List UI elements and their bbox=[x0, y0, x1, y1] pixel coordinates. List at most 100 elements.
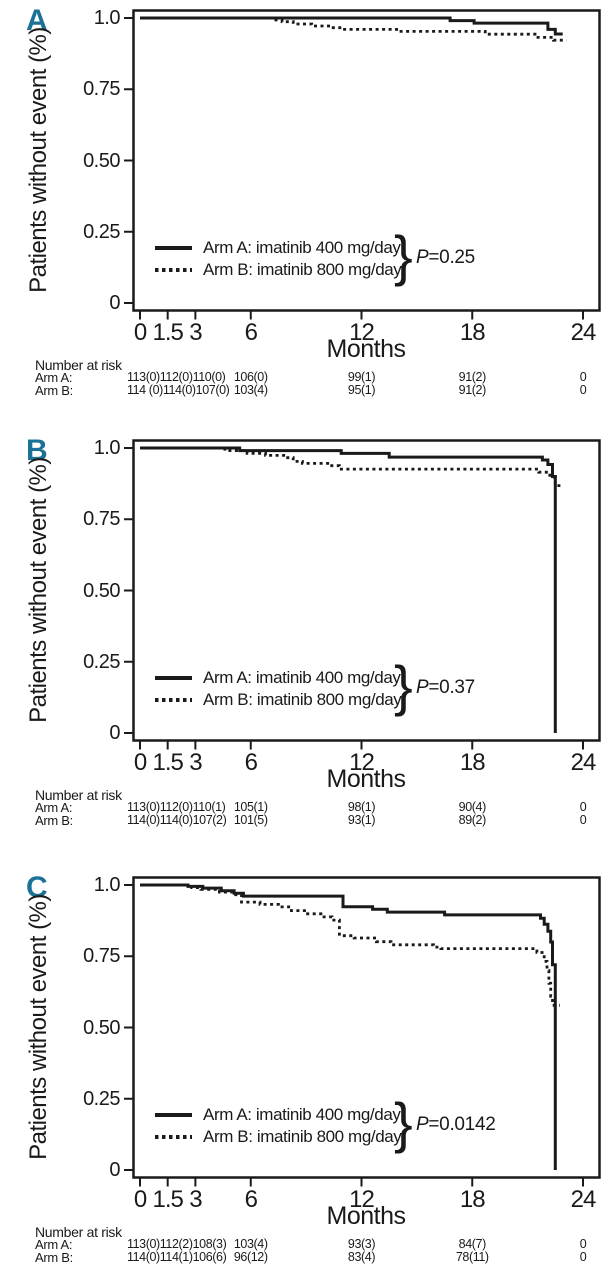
risk-value: 91(2) bbox=[458, 370, 487, 384]
km-curve-arm-b bbox=[140, 16, 567, 42]
risk-value: 93(1) bbox=[347, 813, 376, 827]
km-curve-arm-a bbox=[140, 16, 563, 36]
legend-line-solid-icon bbox=[155, 246, 192, 250]
legend-brace-icon: } bbox=[394, 1091, 413, 1154]
km-curve-arm-b bbox=[140, 446, 563, 487]
km-curve-arm-a bbox=[140, 883, 557, 1170]
plot-frame bbox=[132, 9, 601, 312]
y-tick-label: 0.75 bbox=[83, 945, 120, 968]
x-tick-label: 24 bbox=[570, 319, 597, 346]
risk-value: 93(3) bbox=[347, 1237, 376, 1251]
y-tick-label: 0.50 bbox=[83, 579, 120, 602]
x-tick-label: 0 bbox=[133, 319, 147, 346]
y-tick-label: 0.25 bbox=[83, 220, 120, 243]
p-value: P=0.25 bbox=[416, 247, 475, 268]
risk-value: 101(5) bbox=[233, 813, 268, 827]
risk-row-label: Arm A: bbox=[35, 370, 73, 385]
p-value: P=0.0142 bbox=[416, 1114, 496, 1135]
risk-values-early: 113(0)112(0)110(0) bbox=[127, 370, 226, 384]
risk-value: 89(2) bbox=[458, 813, 487, 827]
x-tick-label: 0 bbox=[133, 1186, 147, 1213]
risk-value: 91(2) bbox=[458, 383, 487, 397]
y-tick-label: 1.0 bbox=[93, 437, 121, 459]
risk-values-early: 114(0)114(1)106(6) bbox=[127, 1250, 227, 1264]
x-tick-label: 12 bbox=[349, 1186, 375, 1213]
km-curve-arm-a bbox=[140, 446, 557, 733]
x-tick-label: 18 bbox=[459, 1186, 486, 1213]
y-tick-label: 1.0 bbox=[93, 7, 121, 29]
x-tick-label: 1.5 bbox=[152, 1186, 184, 1213]
y-tick-label: 0.75 bbox=[83, 78, 120, 101]
x-tick-label: 0 bbox=[133, 749, 147, 776]
legend-row-arm-a: Arm A: imatinib 400 mg/day bbox=[155, 237, 405, 259]
risk-row-label: Arm B: bbox=[35, 813, 73, 828]
x-tick-label: 1.5 bbox=[152, 749, 184, 776]
risk-value: 78(11) bbox=[455, 1250, 489, 1264]
risk-value: 0 bbox=[579, 813, 587, 827]
risk-value: 0 bbox=[579, 1237, 587, 1251]
x-axis-label: Months bbox=[326, 765, 406, 793]
legend: Arm A: imatinib 400 mg/day Arm B: imatin… bbox=[155, 667, 405, 711]
risk-value: 90(4) bbox=[458, 800, 487, 814]
x-tick-label: 18 bbox=[459, 319, 486, 346]
km-curve-arm-b bbox=[140, 883, 560, 1007]
x-tick-label: 6 bbox=[244, 1186, 258, 1213]
legend-label-arm-a: Arm A: imatinib 400 mg/day bbox=[203, 1105, 401, 1124]
x-tick-label: 24 bbox=[570, 749, 597, 776]
legend-line-solid-icon bbox=[155, 676, 192, 680]
risk-value: 98(1) bbox=[347, 800, 376, 814]
panel-b: B Patients without event (%) 1.0 0.75 0.50… bbox=[0, 430, 604, 867]
panel-c: C Patients without event (%) 1.0 0.75 0.50… bbox=[0, 867, 604, 1280]
legend-line-solid-icon bbox=[155, 1113, 192, 1117]
risk-value: 0 bbox=[579, 383, 587, 397]
risk-value: 83(4) bbox=[347, 1250, 376, 1264]
legend-label-arm-a: Arm A: imatinib 400 mg/day bbox=[203, 668, 401, 687]
risk-value: 103(4) bbox=[233, 1237, 268, 1251]
risk-value: 0 bbox=[579, 370, 587, 384]
risk-row-label: Arm A: bbox=[35, 800, 73, 815]
legend: Arm A: imatinib 400 mg/day Arm B: imatin… bbox=[155, 1104, 405, 1148]
panel-a-letter: A bbox=[26, 4, 48, 37]
plot-frame bbox=[132, 439, 601, 742]
legend-label-arm-b: Arm B: imatinib 800 mg/day bbox=[203, 1127, 402, 1146]
x-tick-label: 24 bbox=[570, 1186, 597, 1213]
risk-value: 0 bbox=[579, 800, 587, 814]
panel-b-letter: B bbox=[26, 434, 48, 467]
km-plot-b bbox=[124, 439, 601, 750]
legend-row-arm-a: Arm A: imatinib 400 mg/day bbox=[155, 667, 405, 689]
risk-row-label: Arm A: bbox=[35, 1237, 73, 1252]
plot-frame bbox=[132, 876, 601, 1179]
risk-value: 105(1) bbox=[233, 800, 268, 814]
risk-value: 84(7) bbox=[458, 1237, 487, 1251]
legend-line-dotted-icon bbox=[155, 698, 192, 702]
y-tick-label: 0.25 bbox=[83, 650, 120, 673]
legend-line-dotted-icon bbox=[155, 1135, 192, 1139]
x-tick-label: 1.5 bbox=[152, 319, 184, 346]
risk-values-early: 113(0)112(0)110(1) bbox=[127, 800, 226, 814]
risk-value: 106(0) bbox=[233, 370, 268, 384]
risk-value: 0 bbox=[579, 1250, 587, 1264]
p-value: P=0.37 bbox=[416, 677, 475, 698]
x-tick-label: 3 bbox=[189, 319, 202, 346]
risk-value: 99(1) bbox=[347, 370, 376, 384]
x-tick-label: 18 bbox=[459, 749, 486, 776]
y-tick-label: 0.50 bbox=[83, 149, 120, 172]
risk-values-early: 114 (0)114(0)107(0) bbox=[127, 383, 230, 397]
x-tick-label: 6 bbox=[244, 749, 258, 776]
legend-label-arm-a: Arm A: imatinib 400 mg/day bbox=[203, 238, 401, 257]
legend-brace-icon: } bbox=[394, 224, 413, 287]
x-axis-label: Months bbox=[326, 1202, 406, 1230]
number-at-risk-header: Number at risk bbox=[35, 357, 122, 373]
number-at-risk-header: Number at risk bbox=[35, 787, 122, 803]
panel-a: A Patients without event (%) 1.0 0.75 0.50… bbox=[0, 0, 604, 430]
km-plot-a bbox=[124, 9, 601, 320]
legend-row-arm-b: Arm B: imatinib 800 mg/day bbox=[155, 689, 405, 711]
legend-row-arm-a: Arm A: imatinib 400 mg/day bbox=[155, 1104, 405, 1126]
risk-row-label: Arm B: bbox=[35, 383, 73, 398]
legend: Arm A: imatinib 400 mg/day Arm B: imatin… bbox=[155, 237, 405, 281]
x-tick-label: 12 bbox=[349, 319, 375, 346]
x-tick-label: 6 bbox=[244, 319, 258, 346]
risk-row-label: Arm B: bbox=[35, 1250, 73, 1265]
legend-brace-icon: } bbox=[394, 654, 413, 717]
